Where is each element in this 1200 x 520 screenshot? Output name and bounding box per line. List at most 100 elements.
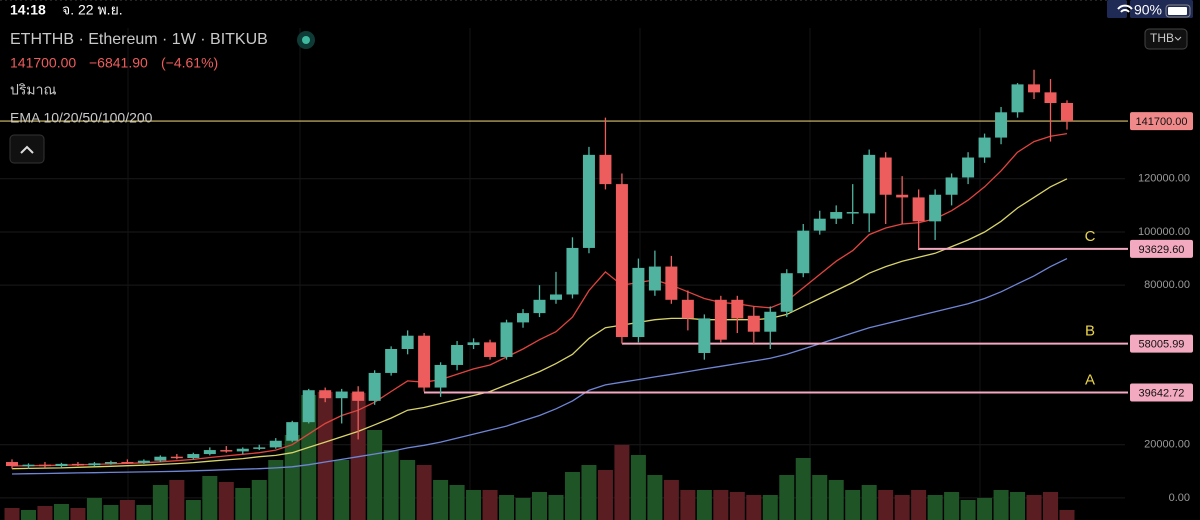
last-price-box [1130,112,1193,131]
level-box [1130,239,1193,258]
candle-body [945,177,958,195]
candle-body [55,463,68,467]
volume-bar [696,490,712,520]
volume-bar [663,480,679,520]
y-tick-label: 120000.00 [1138,173,1190,185]
volume-bar [597,470,613,520]
candle-body [385,348,398,373]
currency: THB [1150,31,1174,45]
volume-bar [614,445,630,520]
candle-body [879,157,892,195]
candle-body [451,345,464,365]
volume-bar [960,500,976,520]
volume-bar [548,495,564,520]
status-battery: 90% [1134,2,1162,18]
candle-body [434,364,447,388]
candle-body [236,448,249,452]
candle-body [401,335,414,349]
volume-bar [564,472,580,520]
volume-bar [795,458,811,520]
y-tick-label: 0.00 [1169,492,1190,504]
candle-body [104,462,117,464]
volume-bar [367,430,383,520]
candle-body [1061,102,1073,122]
candle-body [467,342,480,346]
candle-body [71,463,84,466]
candle-body [220,450,233,452]
volume-bar [449,485,465,520]
candle-body [896,194,909,198]
battery-level [1168,7,1187,15]
last-price-label: 141700.00 [1136,116,1188,128]
candle-body [566,247,579,295]
level-box [1130,383,1193,402]
candle-body [1044,92,1057,103]
candle-body [1011,84,1024,113]
volume-bar [37,506,53,520]
status-time: 14:18 [10,2,46,18]
volume-bar [911,490,927,520]
candle-body [962,157,975,178]
volume-bar [944,492,960,520]
collapse-button[interactable] [9,134,45,164]
volume-bar [383,450,399,520]
volume-bar [828,480,844,520]
level-label: 39642.72 [1139,387,1185,399]
volume-bar [466,490,482,520]
volume-bar [185,500,201,520]
volume-bar [53,504,69,520]
ema-line [11,178,1068,470]
volume-bar [268,460,284,520]
volume-bar [103,505,119,520]
candle-body [632,267,645,338]
candle-body [418,335,431,388]
volume-bar [977,498,993,520]
candle-body [780,273,793,312]
candle-body [863,154,876,214]
candle-body [6,462,18,467]
y-tick-label: 80000.00 [1144,279,1190,291]
volume-bar [993,490,1009,520]
symbol: ETHTHB · Ethereum · 1W · BITKUB [10,31,268,48]
volume-bar [119,500,135,520]
candle-body [698,318,711,353]
candle-body [533,299,546,314]
candle-body [22,464,35,467]
volume-bar [812,475,828,520]
candle-body [764,311,777,332]
candle-body [500,322,513,357]
candle-body [484,342,497,357]
candle-body [517,313,530,323]
volume-bar [630,455,646,520]
level-name: A [1085,371,1095,388]
candle-body [203,450,216,455]
candle-body [995,112,1008,138]
volume-bar [878,490,894,520]
candle-body [599,154,612,185]
volume-bar [20,510,36,520]
candle-body [582,154,595,248]
candle-body [665,266,678,300]
status-date: จ. 22 พ.ย. [62,2,123,18]
volume-bar [235,488,251,520]
currency-button[interactable] [1144,28,1188,50]
candle-body [549,294,562,300]
candle-body [154,456,167,461]
volume-bar [202,476,218,520]
volume-bar [1043,492,1059,520]
volume-bar [317,392,333,520]
ema-line [11,258,1068,475]
volume-bar [70,508,86,520]
volume-label: ปริมาณ [10,82,56,98]
volume-bar [301,395,317,520]
volume-bar [169,480,185,520]
candle-body [137,460,150,463]
change-pct: (−4.61%) [161,55,218,71]
volume-bar [251,480,267,520]
volume-bar [1026,495,1042,520]
ema-label: EMA 10/20/50/100/200 [10,110,153,126]
volume-bar [136,505,152,520]
currency-caret [1174,36,1182,41]
ema-line [11,132,1068,467]
